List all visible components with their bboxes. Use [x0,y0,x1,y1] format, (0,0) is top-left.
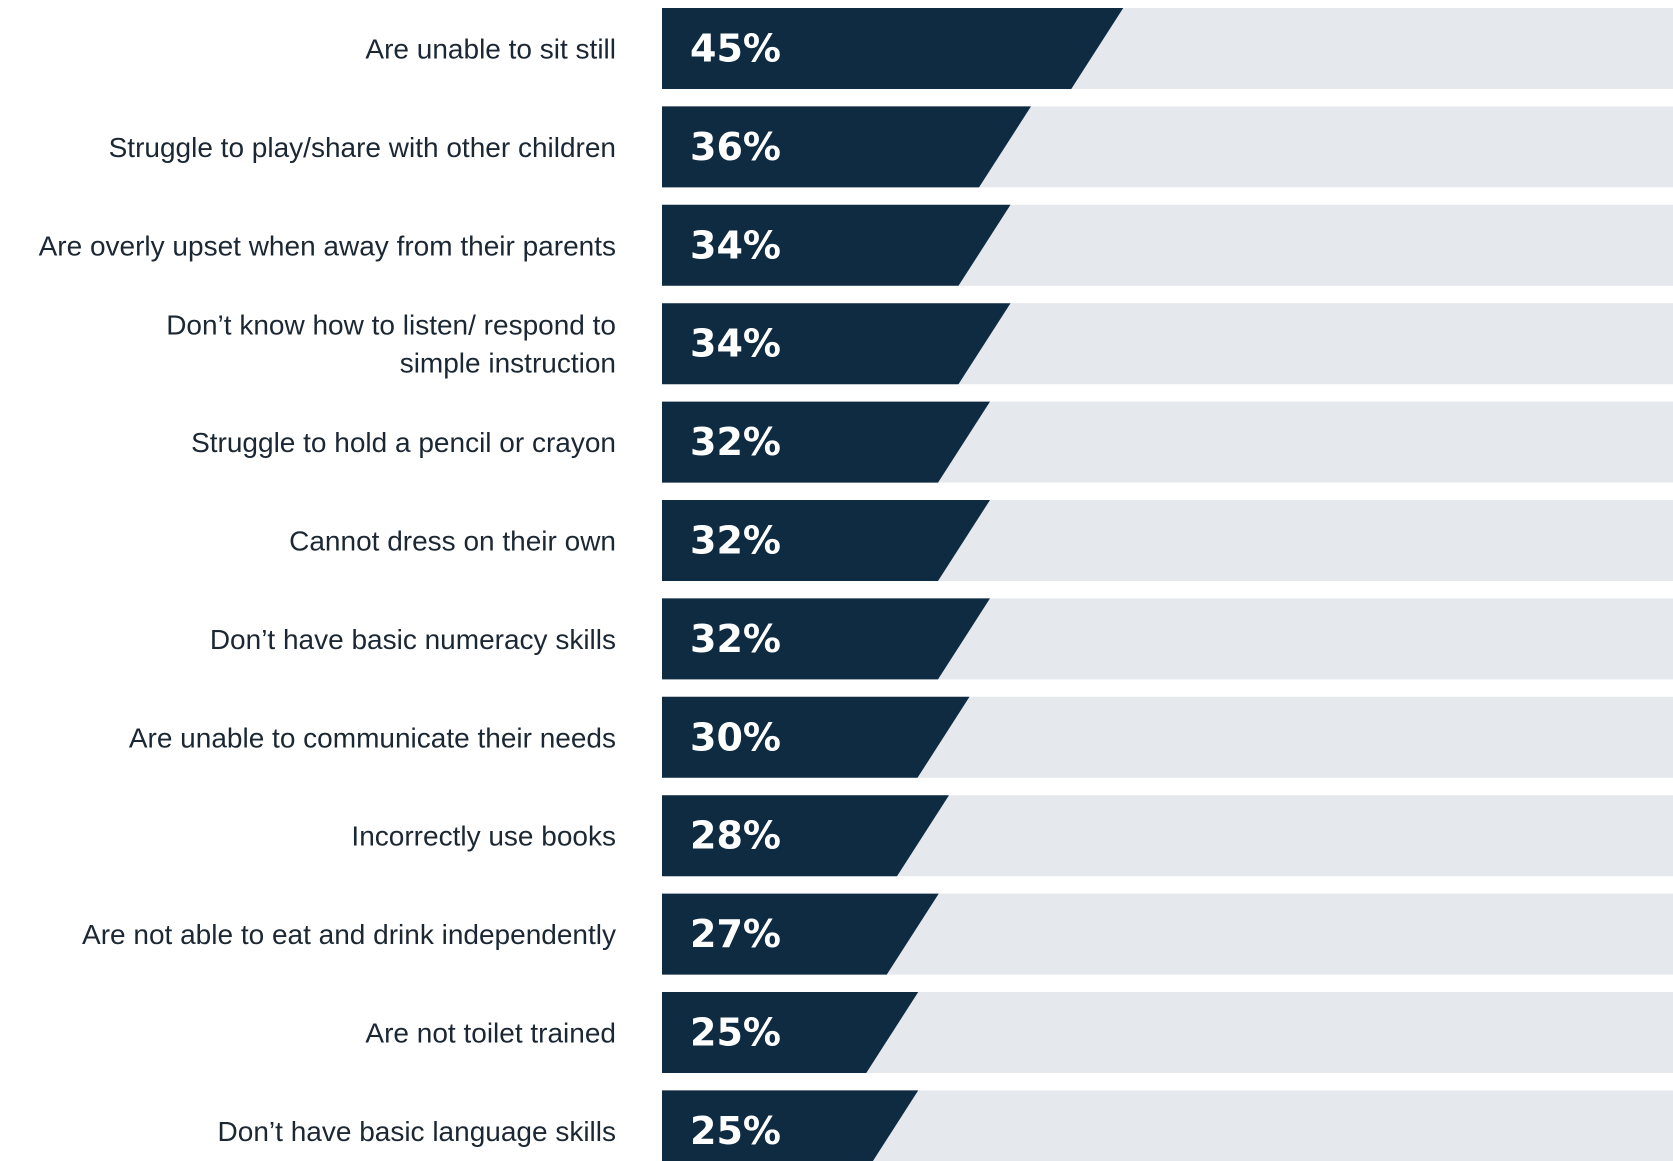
value-label: 27% [690,912,781,956]
bar-row: 32% Don’t have basic numeracy skills [210,598,1673,680]
bar-row: 34% Are overly upset when away from their… [39,204,1673,286]
bar-row: 25% Don’t have basic language skills [218,1090,1673,1161]
bar [662,795,949,877]
bar-row: 36% Struggle to play/share with other chi… [109,106,1673,188]
bar [662,598,990,680]
value-label: 25% [690,1011,781,1055]
category-label: simple instruction [400,348,616,379]
category-label: Are unable to sit still [365,34,616,65]
bar [662,204,1011,286]
bar-row: 45% Are unable to sit still [365,8,1673,89]
bar [662,696,970,778]
bar-row: 27% Are not able to eat and drink indepen… [82,893,1673,975]
value-label: 32% [690,519,781,563]
category-label: Struggle to hold a pencil or crayon [191,427,616,458]
bar [662,401,990,483]
category-label: Incorrectly use books [351,821,616,852]
category-label: Are unable to communicate their needs [129,722,616,753]
bar [662,500,990,581]
bar-row: 28% Incorrectly use books [351,795,1673,877]
bar [662,992,919,1073]
category-label: Don’t have basic numeracy skills [210,624,616,655]
value-label: 45% [690,27,781,71]
category-label: Cannot dress on their own [289,526,616,557]
value-label: 28% [690,814,781,858]
category-label: Don’t have basic language skills [218,1116,616,1147]
value-label: 34% [690,322,781,366]
bar [662,1090,919,1161]
bar-row: 25% Are not toilet trained [365,992,1673,1073]
value-label: 36% [690,125,781,169]
bar [662,893,939,975]
category-label: Struggle to play/share with other childr… [109,132,616,163]
bar-row: 34% Don’t know how to listen/ respond to s… [166,303,1673,385]
bar-row: 32% Struggle to hold a pencil or crayon [191,401,1673,483]
bar-row: 32% Cannot dress on their own [289,500,1673,581]
bar [662,303,1011,385]
value-label: 32% [690,420,781,464]
bar [662,106,1031,188]
value-label: 34% [690,223,781,267]
category-label: Are overly upset when away from their pa… [39,230,616,261]
category-label: Don’t know how to listen/ respond to [166,310,616,341]
category-label: Are not toilet trained [365,1018,616,1049]
bar-row: 30% Are unable to communicate their needs [129,696,1673,778]
value-label: 25% [690,1109,781,1153]
value-label: 30% [690,715,781,759]
value-label: 32% [690,617,781,661]
category-label: Are not able to eat and drink independen… [82,919,616,950]
bar [662,8,1124,89]
